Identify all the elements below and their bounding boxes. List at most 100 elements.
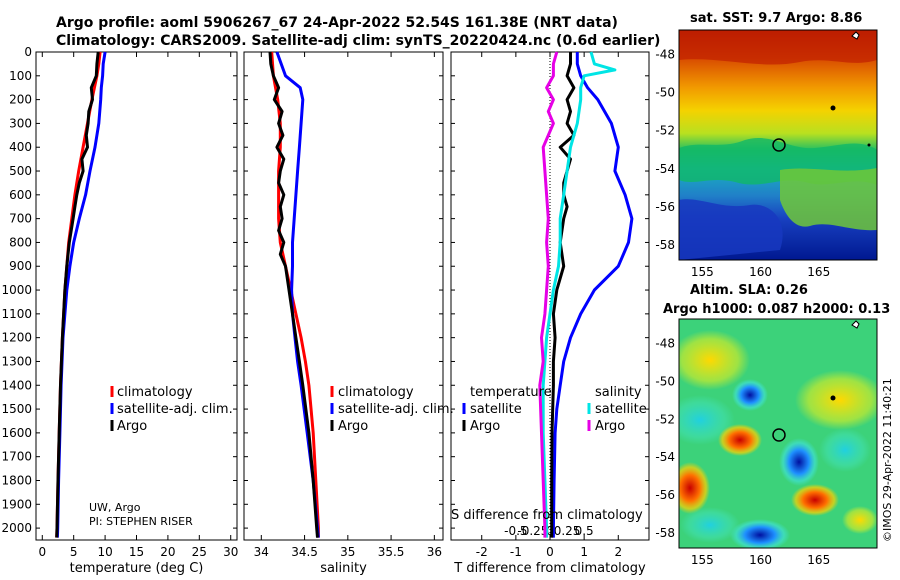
map-x-tick-label: 155 [691,265,714,279]
difference-legend: temperature salinity satellite Argo sate… [462,385,647,434]
y-tick-label: 800 [9,235,32,249]
x-tick-label: 34 [254,545,269,559]
map-y-tick-label: -52 [655,124,675,138]
sla-map-frame [678,318,878,549]
map-y-tick-label: -58 [655,526,675,540]
series-line-argo [268,51,319,538]
series-line-t-argo [550,52,576,538]
y-tick-label: 1500 [1,402,32,416]
map-x-tick-label: 165 [807,265,830,279]
map-y-tick-label: -56 [655,200,675,214]
y-tick-label: 600 [9,188,32,202]
legend-label-climatology: climatology [338,385,414,400]
y-tick-label: 900 [9,259,32,273]
sla-anomaly [679,462,710,514]
s-tick-label: -0.25 [517,524,548,538]
y-tick-label: 1300 [1,354,32,368]
sla-anomaly [795,370,877,430]
legend-label-s-satellite: satellite [595,402,647,417]
map-y-tick-label: -52 [655,412,675,426]
map-x-tick-label: 155 [691,553,714,567]
legend-label-argo: Argo [117,419,147,434]
coastline-marker [851,31,860,40]
legend-label-t-satellite: satellite [470,402,522,417]
sla-anomaly [842,506,877,534]
sla-map [679,319,877,548]
island-marker [867,143,871,147]
x-tick-label: 15 [129,545,144,559]
map-y-tick-label: -50 [655,374,675,388]
x-tick-label: -1 [510,545,522,559]
y-tick-label: 500 [9,164,32,178]
map-y-tick-label: -56 [655,488,675,502]
sla-profile-marker [772,428,786,442]
y-tick-label: 1400 [1,378,32,392]
x-tick-label: 10 [97,545,112,559]
x-tick-label: 25 [192,545,207,559]
salinity-panel [243,51,444,541]
y-tick-label: 700 [9,212,32,226]
y-tick-label: 400 [9,140,32,154]
credit-line-1: UW, Argo [89,501,141,514]
map-y-tick-label: -58 [655,238,675,252]
map-y-tick-label: -48 [655,48,675,62]
legend-title-salinity: salinity [595,385,642,400]
sla-anomaly [819,428,871,472]
credit-line-2: PI: STEPHEN RISER [89,515,193,528]
x-tick-label: 35 [340,545,355,559]
sst-warm-tongue [780,168,877,231]
y-tick-label: 2000 [1,521,32,535]
y-tick-label: 1700 [1,450,32,464]
legend-label-s-argo: Argo [595,419,625,434]
map-y-tick-label: -54 [655,162,675,176]
x-tick-label: 36 [427,545,442,559]
series-line-argo [55,51,100,538]
series-line-s-argo [538,51,559,538]
sla-map-title-2: Argo h1000: 0.087 h2000: 0.13 [663,302,890,317]
legend-label-satellite: satellite-adj. clim. [338,402,454,417]
sla-anomaly [791,484,839,516]
y-tick-label: 100 [9,69,32,83]
map-x-tick-label: 165 [807,553,830,567]
x-tick-label: 0 [38,545,46,559]
y-tick-label: 1600 [1,426,32,440]
series-line-s-satellite [541,51,617,538]
series-line-t-satellite [551,52,634,538]
x-tick-label: 35.5 [378,545,405,559]
y-tick-label: 1000 [1,283,32,297]
title-line-2: Climatology: CARS2009. Satellite-adj cli… [56,33,660,49]
x-tick-label: 20 [160,545,175,559]
x-tick-label: 0 [546,545,554,559]
sla-anomaly [718,424,762,456]
sst-cold-pool [679,199,783,260]
title-line-1: Argo profile: aoml 5906267_67 24-Apr-202… [56,15,618,31]
x-tick-label: 2 [614,545,622,559]
x-axis-label: temperature (deg C) [70,561,204,576]
island-marker [830,395,836,401]
coastline-marker [851,320,860,329]
salinity-legend: climatology satellite-adj. clim. Argo [330,385,454,434]
x-axis-label: salinity [320,561,367,576]
sla-anomaly [732,379,768,411]
y-tick-label: 1100 [1,307,32,321]
s-difference-axis-label: S difference from climatology [451,508,643,523]
legend-title-temperature: temperature [470,385,552,400]
map-x-tick-label: 160 [749,265,772,279]
y-tick-label: 1800 [1,473,32,487]
s-tick-label: -0.5 [504,524,527,538]
sst-warm-north [679,30,877,65]
sst-map-frame [678,29,878,261]
s-tick-label: 0.25 [554,524,581,538]
imos-stamp: ©IMOS 29-Apr-2022 11:40:21 [881,378,894,542]
y-tick-label: 0 [24,45,32,59]
sst-map [679,30,877,260]
x-tick-label: 34.5 [291,545,318,559]
map-x-tick-label: 160 [749,553,772,567]
x-tick-label: 5 [70,545,78,559]
legend-label-t-argo: Argo [470,419,500,434]
s-tick-label: 0.5 [575,524,594,538]
map-y-tick-label: -50 [655,86,675,100]
temperature-legend: climatology satellite-adj. clim. Argo [110,385,233,434]
legend-label-argo: Argo [338,419,368,434]
sla-map-title-1: Altim. SLA: 0.26 [690,283,808,298]
